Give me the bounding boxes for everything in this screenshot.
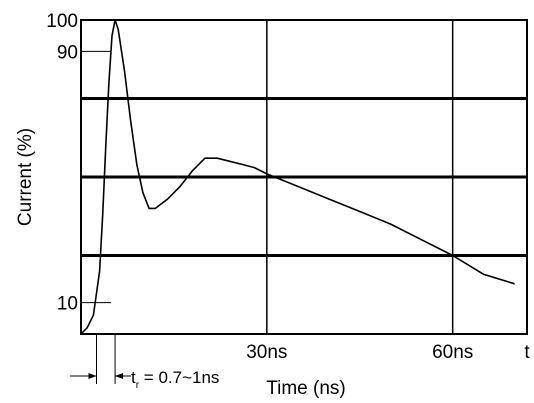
y-tick-label: 90: [57, 42, 78, 63]
x-tick-label: 60ns: [432, 342, 473, 363]
y-tick-label: 100: [46, 11, 78, 32]
rise-time-arrowhead: [115, 373, 124, 379]
labels: 100 90 10 30ns 60ns t Time (ns) Current (%) tr =…: [15, 11, 530, 399]
marks: [80, 19, 515, 335]
grid: [81, 20, 527, 334]
y-tick-label: 10: [57, 294, 78, 315]
x-tick-label: 30ns: [246, 342, 287, 363]
x-axis-title: Time (ns): [266, 378, 346, 399]
x-axis-end-label: t: [524, 342, 530, 363]
plot-frame: [80, 19, 528, 335]
rise-time-label: tr = 0.7~1ns: [131, 368, 219, 391]
y-axis-title: Current (%): [15, 128, 36, 226]
current-curve: [80, 19, 515, 335]
rise-time-arrowhead: [88, 373, 97, 379]
